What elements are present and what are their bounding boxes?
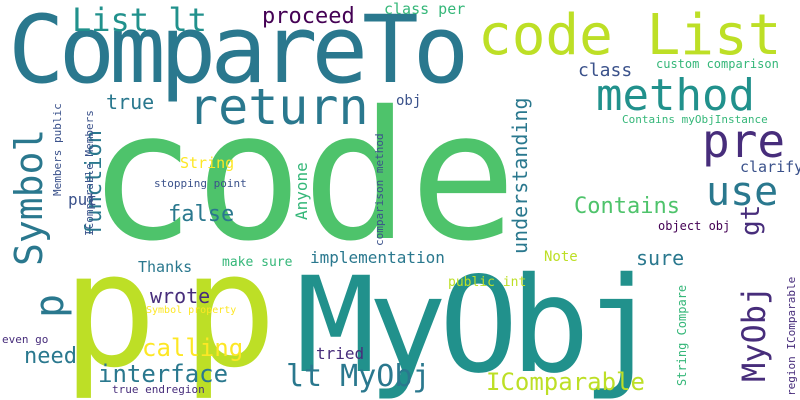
word-even-go: even go — [2, 333, 49, 346]
word-public-int: public int — [448, 275, 527, 290]
word-icomparable: IComparable — [486, 368, 645, 396]
word-calling: calling — [142, 334, 244, 362]
word-thanks: Thanks — [138, 258, 193, 276]
word-stopping-point: stopping point — [154, 177, 247, 190]
word-class-per: class per — [384, 0, 466, 18]
word-p-small: p — [27, 293, 73, 318]
word-p-1: p — [62, 219, 158, 400]
word-myobj-vert: MyObj — [735, 285, 773, 382]
word-understanding: understanding — [508, 97, 532, 254]
word-method: method — [596, 70, 755, 121]
word-string-compare: String Compare — [675, 284, 689, 386]
word-obj: obj — [396, 93, 422, 109]
word-pre: pre — [702, 114, 786, 168]
word-gt: gt — [736, 204, 766, 236]
word-return: return — [188, 78, 369, 136]
word-clarify: clarify — [740, 158, 800, 176]
word-implementation: implementation — [310, 248, 445, 267]
word-sure: sure — [636, 246, 685, 270]
word-symbol-property: Symbol property — [146, 305, 237, 316]
word-contains-myobjinstance: Contains myObjInstance — [622, 113, 768, 126]
word-note: Note — [544, 249, 578, 265]
word-comparison-method: comparison method — [373, 133, 386, 246]
word-myobj-big: MyObj — [296, 249, 661, 400]
word-symbol: Symbol — [7, 128, 51, 266]
word-true: true — [106, 90, 155, 114]
word-list-lt: List lt — [72, 1, 207, 39]
word-true-endregion: true endregion — [112, 383, 205, 396]
word-interface: interface — [98, 360, 229, 388]
word-anyone: Anyone — [292, 162, 311, 220]
word-string: String — [180, 154, 235, 172]
word-custom-comparison: custom comparison — [656, 57, 779, 71]
word-code: code — [88, 73, 517, 280]
word-false: false — [168, 202, 235, 227]
word-code-list: code List — [478, 3, 782, 68]
word-use: use — [706, 169, 779, 215]
word-compareto: CompareTo — [8, 0, 469, 105]
word-put: put — [68, 190, 97, 209]
word-class: class — [578, 60, 633, 81]
word-members-public: Members public — [51, 103, 64, 196]
word-need: need — [24, 344, 77, 369]
word-make-sure: make sure — [222, 255, 293, 270]
word-p-2: p — [182, 219, 278, 400]
word-object-obj: object obj — [658, 219, 731, 233]
word-icomparable-members: IComparable Members — [83, 110, 96, 236]
word-contains: Contains — [574, 194, 680, 219]
word-region-icomparable: region IComparable — [785, 276, 798, 396]
word-wrote: wrote — [150, 284, 211, 308]
word-proceed: proceed — [262, 4, 355, 29]
word-lt-myobj: lt MyObj — [286, 359, 431, 394]
word-tried: tried — [316, 344, 365, 363]
